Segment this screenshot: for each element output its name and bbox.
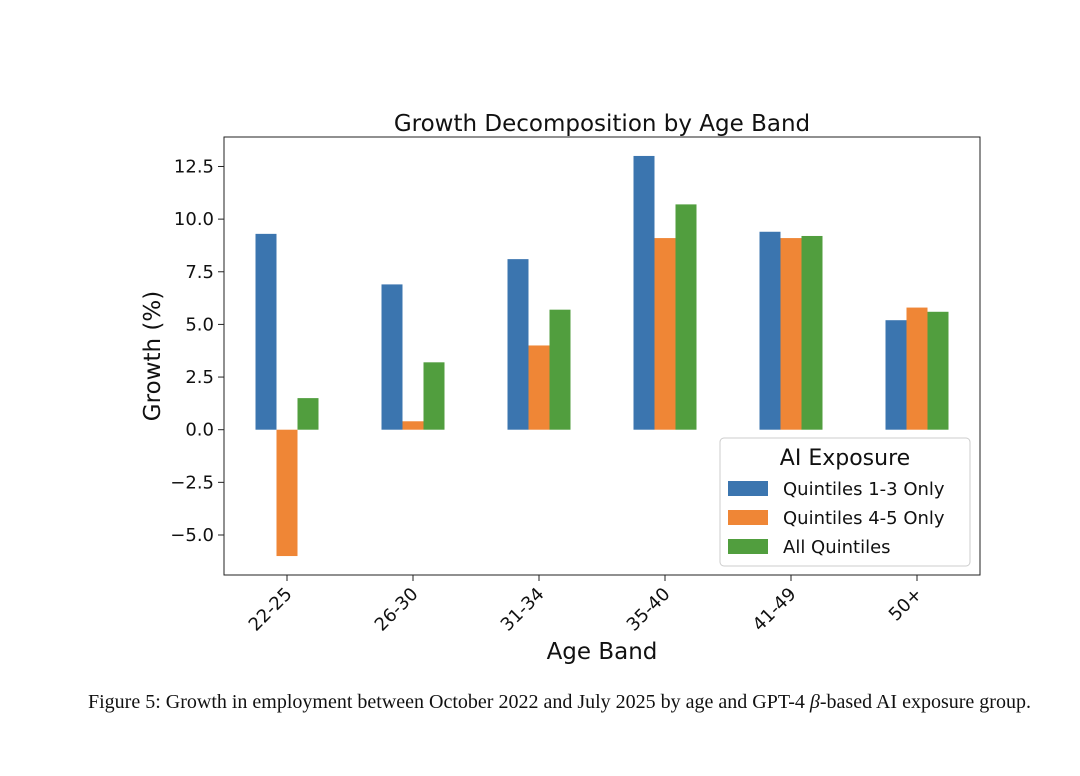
bar-50+-series-1 <box>885 320 907 430</box>
bar-35-40-series-2 <box>654 238 676 430</box>
legend-label-3: All Quintiles <box>783 537 891 558</box>
x-tick-label: 35-40 <box>623 584 675 636</box>
x-tick-label: 31-34 <box>497 584 549 636</box>
caption-beta-symbol: β <box>809 691 820 713</box>
legend-box <box>719 437 971 567</box>
x-tick-label: 22-25 <box>245 584 297 636</box>
legend: AI Exposure Quintiles 1-3 Only Quintiles 4… <box>719 437 971 567</box>
bar-31-34-series-1 <box>507 259 529 430</box>
bar-26-30-series-2 <box>402 421 424 430</box>
x-axis-label: Age Band <box>547 639 658 665</box>
legend-swatch-3 <box>728 539 768 554</box>
bar-22-25-series-2 <box>276 429 298 557</box>
legend-swatch-1 <box>728 481 768 496</box>
bar-41-49-series-1 <box>759 231 781 430</box>
plot-frame <box>223 136 981 576</box>
y-tick-label: −2.5 <box>170 472 214 493</box>
y-tick-label: −5.0 <box>170 525 214 546</box>
legend-title: AI Exposure <box>780 446 910 471</box>
y-tick-label: 7.5 <box>185 262 214 283</box>
caption-suffix: -based AI exposure group. <box>819 691 1031 713</box>
bar-26-30-series-3 <box>423 362 445 430</box>
y-tick-label: 5.0 <box>185 314 214 335</box>
bar-26-30-series-1 <box>381 284 403 430</box>
bar-31-34-series-2 <box>528 345 550 430</box>
bar-22-25-series-1 <box>255 233 277 430</box>
caption-prefix: Figure 5: Growth in employment between O… <box>88 691 810 713</box>
x-tick-label: 41-49 <box>749 584 801 636</box>
bar-50+-series-2 <box>906 307 928 430</box>
figure-caption: Figure 5: Growth in employment between O… <box>88 688 1048 716</box>
y-axis-label: Growth (%) <box>140 291 166 421</box>
bar-22-25-series-3 <box>297 398 319 430</box>
bar-41-49-series-2 <box>780 238 802 430</box>
chart: −5.0 −2.5 0.0 2.5 5.0 7.5 10.0 12.5 22-25 26-30 31… <box>140 111 981 665</box>
bars-layer <box>255 155 949 557</box>
y-tick-label: 12.5 <box>174 156 214 177</box>
legend-label-2: Quintiles 4-5 Only <box>783 508 945 529</box>
legend-label-1: Quintiles 1-3 Only <box>783 479 945 500</box>
y-tick-label: 0.0 <box>185 420 214 441</box>
y-tick-label: 2.5 <box>185 367 214 388</box>
legend-swatch-2 <box>728 510 768 525</box>
chart-title: Growth Decomposition by Age Band <box>394 111 810 137</box>
y-tick-label: 10.0 <box>174 209 214 230</box>
bar-31-34-series-3 <box>549 309 571 430</box>
bar-35-40-series-3 <box>675 204 697 430</box>
bar-41-49-series-3 <box>801 235 823 430</box>
bar-35-40-series-1 <box>633 155 655 430</box>
x-tick-label: 50+ <box>885 584 927 626</box>
bar-50+-series-3 <box>927 311 949 430</box>
x-tick-label: 26-30 <box>371 584 423 636</box>
